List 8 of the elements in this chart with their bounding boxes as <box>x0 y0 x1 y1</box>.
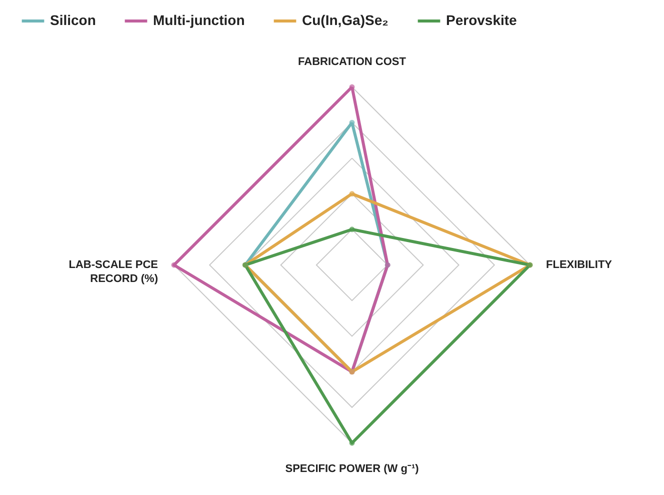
legend-label: Multi-junction <box>153 12 245 28</box>
spoke-label: FABRICATION COST <box>298 56 406 68</box>
spoke-label: FLEXIBILITY <box>546 259 613 271</box>
spoke-label: SPECIFIC POWER (W g⁻¹) <box>285 463 420 476</box>
legend-label: Cu(In,Ga)Se₂ <box>302 12 388 28</box>
legend-label: Silicon <box>50 12 96 28</box>
spoke-label: LAB-SCALE PCE RECORD (%) <box>68 259 158 285</box>
legend-label: Perovskite <box>446 12 518 28</box>
